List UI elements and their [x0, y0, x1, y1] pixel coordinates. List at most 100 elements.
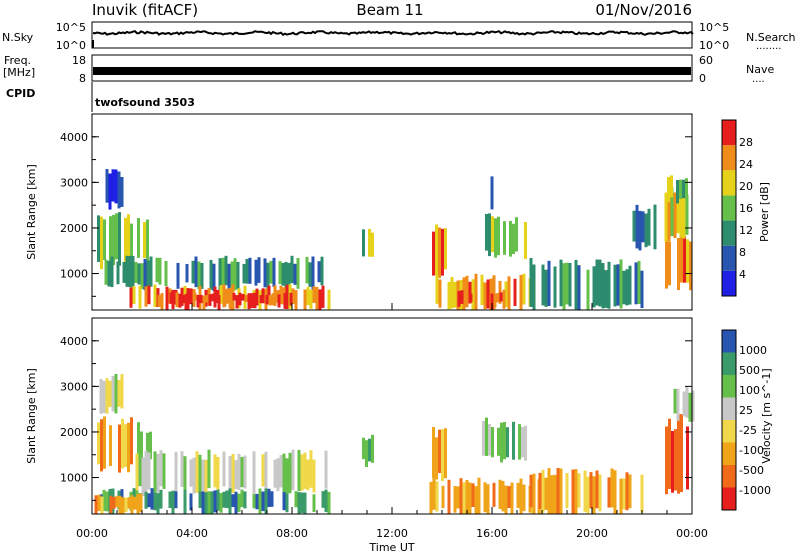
heat-cell	[124, 217, 127, 267]
heat-cell	[683, 236, 686, 283]
cpid-value: twofsound 3503	[95, 96, 195, 109]
heat-cell	[453, 486, 457, 513]
heat-cell	[362, 437, 365, 460]
heat-cell	[504, 281, 508, 307]
heat-cell	[522, 484, 526, 512]
heat-cell	[155, 257, 159, 283]
heat-cell	[294, 491, 298, 508]
heat-cell	[269, 260, 273, 284]
heat-cell	[457, 290, 461, 307]
colorbar-frame	[721, 329, 737, 511]
heat-cell	[680, 235, 683, 283]
heat-cell	[459, 478, 463, 514]
heat-cell	[503, 221, 506, 255]
xtick-label: 00:00	[76, 527, 108, 540]
heat-cell	[105, 378, 109, 414]
heat-cell	[538, 472, 542, 509]
heat-cell	[181, 295, 185, 303]
heat-cell	[131, 255, 135, 291]
heat-cell	[622, 478, 626, 510]
heat-cell	[312, 286, 316, 303]
heat-cell	[303, 492, 307, 514]
heat-cell	[450, 276, 454, 309]
heat-cell	[165, 286, 169, 310]
heat-cell	[438, 227, 441, 278]
heat-cell	[595, 470, 599, 509]
heat-cell	[682, 179, 685, 199]
heat-cell	[465, 480, 469, 514]
colorbar-segment	[722, 220, 736, 246]
heat-cell	[492, 275, 496, 310]
heat-cell	[327, 289, 331, 310]
heat-cell	[312, 459, 316, 493]
colorbar-segment	[722, 397, 736, 420]
heat-cell	[583, 470, 587, 512]
velocity-colorbar: -1000 -500 -100 -25 25 100 500 1000	[721, 329, 771, 511]
heat-cell	[120, 177, 124, 207]
heat-cell	[107, 260, 111, 287]
station-title: Inuvik (fitACF)	[92, 1, 198, 19]
heat-cell	[200, 263, 204, 289]
heat-cell	[510, 482, 514, 514]
heat-cell	[519, 478, 523, 514]
heat-cell	[524, 425, 527, 461]
heat-cell	[677, 414, 680, 494]
heat-cell	[176, 262, 180, 289]
heat-cell	[233, 258, 237, 291]
heat-cell	[103, 416, 106, 469]
colorbar-tick-label: 28	[739, 136, 753, 149]
heat-cell	[198, 454, 202, 495]
colorbar-segment	[722, 420, 736, 443]
colorbar-tick-label: -25	[739, 424, 757, 437]
freq-tick-top: 18	[72, 54, 86, 67]
heat-cell	[146, 432, 149, 461]
heat-cell	[435, 481, 439, 512]
heat-cell	[118, 495, 122, 514]
heat-cell	[116, 261, 120, 285]
heat-cell	[189, 459, 193, 487]
heat-cell	[634, 262, 638, 305]
heat-cell	[512, 421, 515, 460]
heat-cell	[486, 279, 490, 309]
ytick-label: 1000	[60, 472, 88, 485]
ytick-label: 3000	[60, 380, 88, 393]
heat-cell	[471, 279, 475, 310]
xtick-label: 00:00	[676, 527, 708, 540]
ytick-label: 4000	[60, 131, 88, 144]
heat-cell	[435, 437, 438, 480]
heat-cell	[115, 213, 118, 260]
colorbar-tick-label: -100	[739, 444, 764, 457]
heat-cell	[285, 458, 289, 495]
heat-cell	[644, 213, 648, 248]
heat-cell	[502, 289, 506, 309]
heat-cell	[108, 380, 112, 408]
heat-cell	[103, 219, 106, 260]
heat-cell	[368, 228, 371, 257]
colorbar-segment	[722, 245, 736, 271]
heat-cell	[494, 218, 497, 258]
colorbar-segment	[722, 442, 736, 465]
xtick-label: 04:00	[176, 527, 208, 540]
heat-cell	[468, 281, 472, 304]
heat-cell	[234, 491, 238, 514]
heat-cell	[138, 459, 142, 487]
xtick-label: 20:00	[576, 527, 608, 540]
heat-cell	[210, 491, 214, 514]
heat-cell	[204, 459, 208, 494]
heat-cell	[680, 414, 683, 493]
colorbar-segment	[722, 330, 736, 353]
heat-cell	[462, 277, 466, 310]
heat-cell	[261, 491, 265, 512]
heat-cell	[592, 266, 596, 308]
heat-cell	[324, 489, 328, 513]
heat-cell	[469, 293, 473, 302]
heat-cell	[185, 264, 189, 283]
heat-cell	[500, 422, 503, 463]
heat-cell	[97, 494, 101, 512]
heat-cell	[205, 294, 209, 303]
heat-cell	[279, 285, 283, 305]
heat-cell	[689, 241, 692, 291]
heat-cell	[171, 289, 175, 310]
colorbar-tick-label: 500	[739, 364, 760, 377]
